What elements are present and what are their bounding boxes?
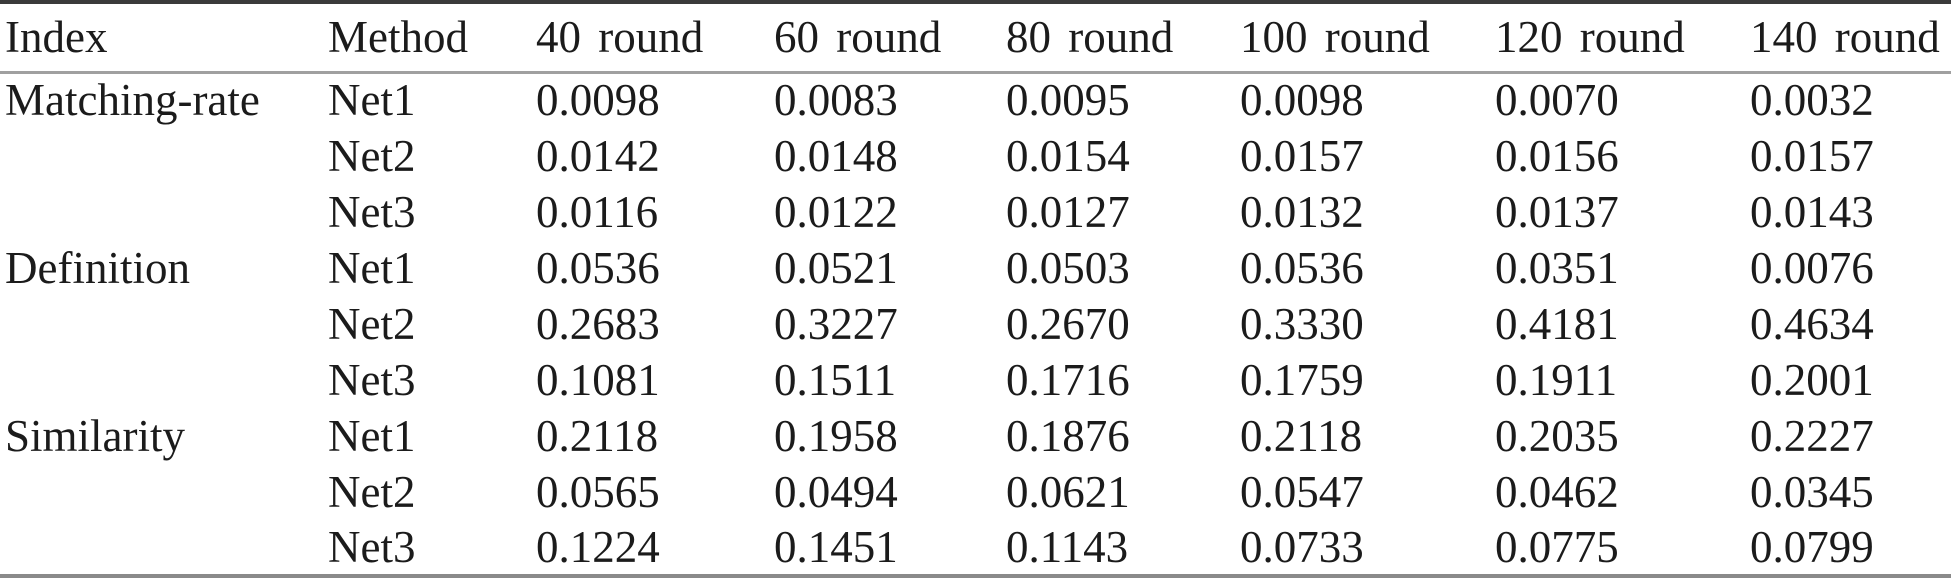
value-cell: 0.0095 (1006, 75, 1130, 126)
value-cell: 0.0098 (536, 75, 660, 126)
value-cell: 0.0351 (1495, 242, 1619, 293)
value-cell: 0.1958 (774, 410, 898, 461)
index-cell (0, 352, 328, 408)
table-row: Net2 0.0565 0.0494 0.0621 0.0547 0.0462 0.0345 (0, 464, 1951, 520)
method-cell: Net2 (328, 298, 416, 349)
method-cell: Net1 (328, 75, 416, 126)
header-cell-round-5: 140 round (1750, 11, 1940, 62)
method-cell: Net2 (328, 130, 416, 181)
value-cell: 0.1081 (536, 354, 660, 405)
value-cell: 0.2118 (536, 410, 659, 461)
value-cell: 0.3330 (1240, 298, 1364, 349)
value-cell: 0.0521 (774, 242, 898, 293)
header-cell-round-3: 100 round (1240, 11, 1430, 62)
value-cell: 0.0494 (774, 466, 898, 517)
table-row: Net2 0.2683 0.3227 0.2670 0.3330 0.4181 0.4634 (0, 296, 1951, 352)
index-cell (0, 464, 328, 520)
table-row: Net3 0.1081 0.1511 0.1716 0.1759 0.1911 0.2001 (0, 352, 1951, 408)
index-cell: Matching-rate (5, 75, 260, 126)
value-cell: 0.0156 (1495, 130, 1619, 181)
value-cell: 0.2001 (1750, 354, 1874, 405)
value-cell: 0.0157 (1240, 130, 1364, 181)
value-cell: 0.1143 (1006, 521, 1129, 572)
value-cell: 0.2670 (1006, 298, 1130, 349)
method-cell: Net1 (328, 410, 416, 461)
value-cell: 0.0143 (1750, 186, 1874, 237)
value-cell: 0.0536 (536, 242, 660, 293)
value-cell: 0.1716 (1006, 354, 1130, 405)
table-row: Similarity Net1 0.2118 0.1958 0.1876 0.2118 0.… (0, 408, 1951, 464)
value-cell: 0.1876 (1006, 410, 1130, 461)
value-cell: 0.0621 (1006, 466, 1130, 517)
method-cell: Net3 (328, 186, 416, 237)
header-cell-index: Index (5, 11, 108, 62)
method-cell: Net3 (328, 521, 416, 572)
value-cell: 0.4634 (1750, 298, 1874, 349)
value-cell: 0.0565 (536, 466, 660, 517)
value-cell: 0.0076 (1750, 242, 1874, 293)
value-cell: 0.1511 (774, 354, 897, 405)
value-cell: 0.3227 (774, 298, 898, 349)
table-row: Net3 0.1224 0.1451 0.1143 0.0733 0.0775 0.0799 (0, 520, 1951, 576)
value-cell: 0.0148 (774, 130, 898, 181)
header-cell-round-4: 120 round (1495, 11, 1685, 62)
value-cell: 0.1451 (774, 521, 898, 572)
value-cell: 0.0132 (1240, 186, 1364, 237)
value-cell: 0.0775 (1495, 521, 1619, 572)
header-row: Index Method 40 round 60 round 80 round 100 r… (0, 2, 1951, 72)
value-cell: 0.0462 (1495, 466, 1619, 517)
table-row: Net2 0.0142 0.0148 0.0154 0.0157 0.0156 0.0157 (0, 128, 1951, 184)
header-cell-round-1: 60 round (774, 11, 942, 62)
value-cell: 0.0122 (774, 186, 898, 237)
value-cell: 0.0116 (536, 186, 659, 237)
index-cell (0, 184, 328, 240)
method-cell: Net1 (328, 242, 416, 293)
index-cell (0, 296, 328, 352)
table-row: Definition Net1 0.0536 0.0521 0.0503 0.0536 0.… (0, 240, 1951, 296)
header-cell-round-0: 40 round (536, 11, 704, 62)
index-cell (0, 128, 328, 184)
value-cell: 0.0032 (1750, 75, 1874, 126)
value-cell: 0.0536 (1240, 242, 1364, 293)
value-cell: 0.0503 (1006, 242, 1130, 293)
value-cell: 0.1224 (536, 521, 660, 572)
value-cell: 0.0345 (1750, 466, 1874, 517)
index-cell (0, 520, 328, 576)
value-cell: 0.0142 (536, 130, 660, 181)
value-cell: 0.1911 (1495, 354, 1618, 405)
index-cell: Definition (5, 242, 190, 293)
value-cell: 0.1759 (1240, 354, 1364, 405)
header-cell-round-2: 80 round (1006, 11, 1174, 62)
value-cell: 0.0070 (1495, 75, 1619, 126)
value-cell: 0.0083 (774, 75, 898, 126)
value-cell: 0.2035 (1495, 410, 1619, 461)
value-cell: 0.4181 (1495, 298, 1619, 349)
value-cell: 0.0799 (1750, 521, 1874, 572)
table-body: Matching-rate Net1 0.0098 0.0083 0.0095 0.009… (0, 72, 1951, 576)
value-cell: 0.0137 (1495, 186, 1619, 237)
value-cell: 0.2118 (1240, 410, 1363, 461)
index-cell: Similarity (5, 410, 185, 461)
value-cell: 0.2683 (536, 298, 660, 349)
value-cell: 0.0733 (1240, 521, 1364, 572)
method-cell: Net3 (328, 354, 416, 405)
value-cell: 0.0157 (1750, 130, 1874, 181)
table-row: Net3 0.0116 0.0122 0.0127 0.0132 0.0137 0.0143 (0, 184, 1951, 240)
value-cell: 0.0098 (1240, 75, 1364, 126)
value-cell: 0.0154 (1006, 130, 1130, 181)
method-cell: Net2 (328, 466, 416, 517)
table-row: Matching-rate Net1 0.0098 0.0083 0.0095 0.009… (0, 72, 1951, 128)
value-cell: 0.2227 (1750, 410, 1874, 461)
header-cell-method: Method (328, 11, 468, 62)
value-cell: 0.0547 (1240, 466, 1364, 517)
value-cell: 0.0127 (1006, 186, 1130, 237)
